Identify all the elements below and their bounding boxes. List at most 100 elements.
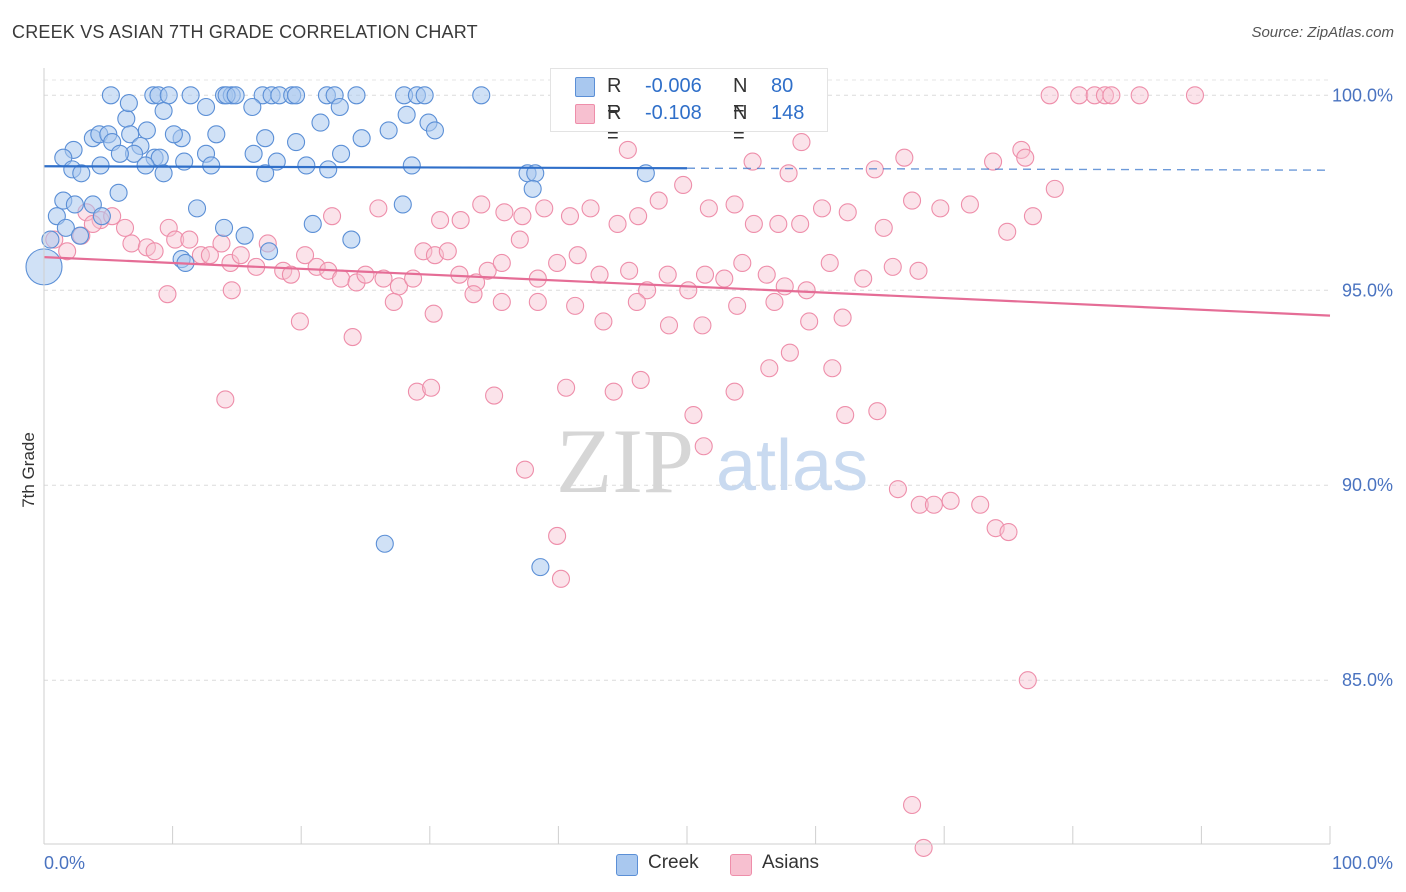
asian-point xyxy=(984,152,1003,171)
creek-point xyxy=(70,226,90,245)
asian-point xyxy=(158,285,177,304)
asian-point xyxy=(356,265,375,284)
creek-point xyxy=(154,164,173,183)
creek-point xyxy=(235,226,254,245)
asian-point xyxy=(590,265,609,284)
asian-point xyxy=(791,214,810,234)
creek-point xyxy=(402,156,421,175)
asian-point xyxy=(290,312,309,331)
creek-point xyxy=(287,86,306,105)
creek-point xyxy=(425,121,444,140)
y-tick-label: 85.0% xyxy=(1342,670,1393,690)
asian-point xyxy=(902,795,922,815)
creek-point xyxy=(226,86,245,105)
asian-point xyxy=(888,480,907,499)
creek-point xyxy=(214,218,234,237)
source-credit: Source: ZipAtlas.com xyxy=(1251,24,1394,41)
creek-n-label: N = xyxy=(733,75,748,120)
asian-point xyxy=(1018,671,1037,690)
creek-point xyxy=(256,164,275,183)
creek-point xyxy=(287,133,306,152)
asian-point xyxy=(166,230,185,249)
creek-point xyxy=(154,101,173,120)
creek-point xyxy=(472,86,491,105)
asian-point xyxy=(629,207,648,226)
asian-point xyxy=(659,316,679,335)
asian-point xyxy=(779,164,798,183)
asian-point xyxy=(792,133,811,152)
asian-point xyxy=(627,292,646,312)
asian-point xyxy=(820,253,839,273)
asian-point xyxy=(765,292,784,312)
asian-point xyxy=(1185,86,1205,105)
asian-point xyxy=(800,312,819,331)
asian-point xyxy=(422,378,441,397)
creek-legend-label: Creek xyxy=(648,852,699,873)
asian-point xyxy=(451,211,470,230)
asian-point xyxy=(557,378,576,397)
asian-point xyxy=(384,292,403,312)
asian-point xyxy=(823,359,842,378)
asian-point xyxy=(323,207,342,226)
asian-point xyxy=(854,269,873,288)
y-tick-label: 95.0% xyxy=(1342,280,1393,300)
axes xyxy=(43,68,1331,845)
creek-point xyxy=(397,105,416,124)
asian-point xyxy=(594,312,613,331)
creek-point xyxy=(256,129,275,148)
asian-point xyxy=(551,569,571,588)
asian-point xyxy=(693,316,712,335)
creek-point xyxy=(110,144,129,163)
asian-point xyxy=(568,246,587,265)
x-tick-label: 0.0% xyxy=(44,853,85,873)
chart-title: CREEK VS ASIAN 7TH GRADE CORRELATION CHA… xyxy=(12,22,478,42)
asian-point xyxy=(699,199,718,218)
asian-point xyxy=(1070,86,1089,105)
asian-point xyxy=(883,257,902,276)
asians-n-value: 148 xyxy=(771,102,805,124)
creek-point xyxy=(117,109,136,128)
y-tick-label: 90.0% xyxy=(1342,475,1393,495)
creek-point xyxy=(311,113,330,132)
asian-point xyxy=(1130,86,1149,105)
asians-r-label: R = xyxy=(607,102,622,147)
asian-point xyxy=(281,265,300,284)
asians-n-label: N = xyxy=(733,102,748,147)
y-tick-labels: 85.0% 90.0% 95.0% 100.0% xyxy=(1332,85,1393,690)
creek-point xyxy=(41,230,60,249)
asian-point xyxy=(638,281,657,300)
creek-point xyxy=(330,97,349,117)
creek-point xyxy=(119,94,138,113)
asian-point xyxy=(960,195,979,214)
asian-point xyxy=(998,222,1017,241)
creek-point xyxy=(65,195,84,214)
asian-point xyxy=(910,495,929,514)
asian-point xyxy=(216,390,235,409)
creek-trend-line xyxy=(43,165,688,170)
asian-point xyxy=(212,234,231,253)
creek-legend-swatch xyxy=(616,854,638,876)
asian-point xyxy=(618,140,637,159)
creek-swatch xyxy=(575,77,595,97)
asian-point xyxy=(122,234,141,253)
asian-point xyxy=(695,265,715,284)
asian-point xyxy=(649,191,668,210)
asian-point xyxy=(775,277,794,296)
asian-point xyxy=(1040,86,1059,105)
creek-point xyxy=(244,144,263,163)
asian-point xyxy=(58,242,77,261)
creek-point xyxy=(259,242,279,261)
creek-point xyxy=(101,86,120,105)
creek-point xyxy=(375,534,394,553)
asian-point xyxy=(971,495,990,514)
creek-point xyxy=(109,183,128,202)
asian-point xyxy=(414,242,433,261)
creek-point xyxy=(72,164,91,183)
asian-point xyxy=(780,343,799,362)
asian-point xyxy=(528,292,547,312)
x-tick-label: 100.0% xyxy=(1332,853,1393,873)
asian-point xyxy=(999,522,1018,542)
creek-point xyxy=(202,156,221,175)
asian-points xyxy=(45,86,1205,857)
y-axis-title: 7th Grade xyxy=(19,432,38,508)
